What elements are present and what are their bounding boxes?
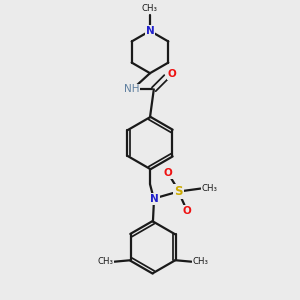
Text: NH: NH — [124, 84, 140, 94]
Text: CH₃: CH₃ — [193, 257, 209, 266]
Text: CH₃: CH₃ — [202, 184, 218, 193]
Text: O: O — [163, 168, 172, 178]
Text: CH₃: CH₃ — [97, 257, 113, 266]
Text: N: N — [150, 194, 159, 204]
Text: CH₃: CH₃ — [142, 4, 158, 13]
Text: O: O — [168, 69, 176, 79]
Text: S: S — [174, 185, 183, 198]
Text: O: O — [183, 206, 192, 216]
Text: N: N — [146, 26, 154, 36]
